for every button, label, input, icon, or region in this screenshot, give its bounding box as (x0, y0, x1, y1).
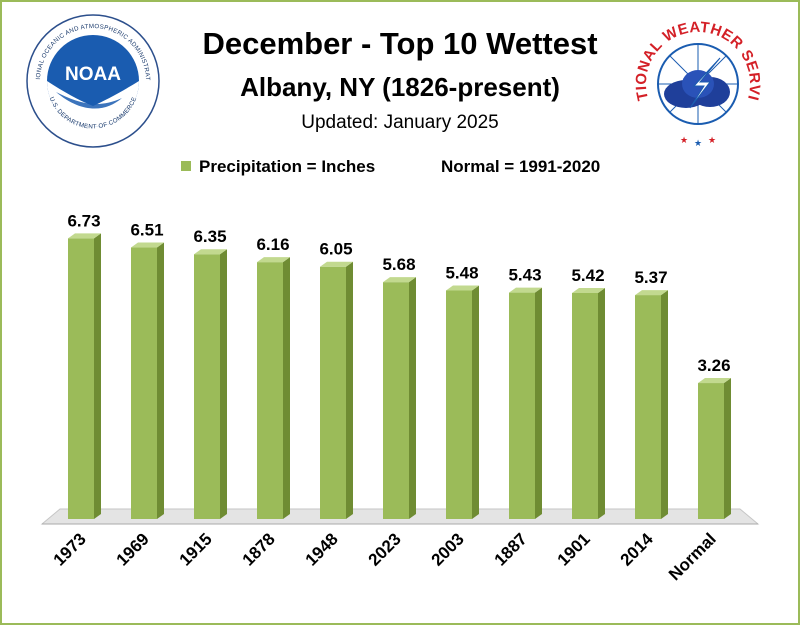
bar-top (572, 287, 605, 293)
bar-top (320, 261, 353, 267)
x-tick-label: 1901 (554, 529, 594, 569)
data-label: 6.16 (256, 235, 289, 254)
bar-top (698, 378, 731, 384)
x-tick-label: 1915 (176, 529, 216, 569)
bar-front (383, 282, 409, 519)
x-tick-label: 1878 (239, 529, 279, 569)
bar-top (194, 249, 227, 255)
bar-front (68, 238, 94, 519)
bar-front (509, 292, 535, 519)
bar-front (131, 247, 157, 519)
bar-top (509, 287, 542, 293)
x-tick-label: 2023 (365, 529, 405, 569)
bar-side (661, 290, 668, 519)
data-label: 6.51 (130, 221, 163, 240)
data-label: 5.43 (508, 266, 541, 285)
x-tick-label: 2014 (617, 529, 658, 570)
legend-series-label: Precipitation = Inches (199, 157, 376, 176)
bar-side (283, 257, 290, 519)
data-label: 5.42 (571, 266, 604, 285)
bar-side (598, 287, 605, 519)
x-tick-label: 1887 (491, 529, 531, 569)
bar-front (194, 254, 220, 519)
x-tick-label: 1948 (302, 529, 342, 569)
noaa-logo-text: NOAA (65, 64, 121, 85)
bar-side (346, 261, 353, 519)
bar-front (635, 295, 661, 519)
noaa-logo: NOAA NATIONAL OCEANIC AND ATMOSPHERIC AD… (26, 14, 160, 148)
x-tick-label: Normal (665, 529, 720, 584)
bar-front (572, 292, 598, 519)
x-tick-label: 1973 (50, 529, 90, 569)
bar-side (409, 277, 416, 519)
bar-front (320, 266, 346, 519)
nws-logo: NATIONAL WEATHER SERVICE ★ ★ ★ (628, 12, 766, 150)
data-label: 5.48 (445, 263, 478, 282)
bar-top (68, 233, 101, 239)
data-label: 5.37 (634, 268, 667, 287)
legend-swatch (181, 161, 191, 171)
x-tick-label: 2003 (428, 529, 468, 569)
data-label: 3.26 (697, 356, 730, 375)
bar-side (157, 242, 164, 519)
data-label: 5.68 (382, 255, 415, 274)
chart-subtitle: Albany, NY (1826-present) (240, 72, 560, 102)
legend-normal-label: Normal = 1991-2020 (441, 157, 601, 176)
star-icon: ★ (680, 135, 688, 145)
bar-side (535, 287, 542, 519)
bar-top (446, 285, 479, 291)
bar-top (131, 242, 164, 248)
star-icon: ★ (694, 138, 702, 148)
data-label: 6.73 (67, 211, 100, 230)
bar-side (94, 233, 101, 519)
updated-text: Updated: January 2025 (301, 112, 499, 133)
bar-side (472, 285, 479, 519)
data-label: 6.05 (319, 240, 352, 259)
bar-front (698, 383, 724, 519)
bar-top (383, 277, 416, 283)
star-icon: ★ (708, 135, 716, 145)
bar-top (635, 290, 668, 296)
bar-front (257, 262, 283, 519)
chart-title: December - Top 10 Wettest (202, 26, 598, 61)
bar-side (724, 378, 731, 519)
data-label: 6.35 (193, 227, 226, 246)
legend-series: Precipitation = Inches (181, 157, 375, 177)
bar-top (257, 257, 290, 263)
bar-side (220, 249, 227, 519)
x-tick-label: 1969 (113, 529, 153, 569)
bar-front (446, 290, 472, 519)
